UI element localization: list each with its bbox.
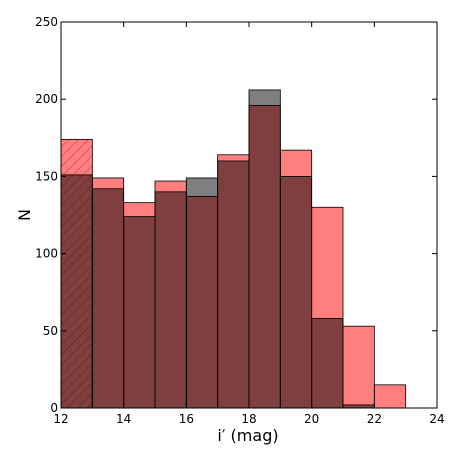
y-tick-label: 100 [35, 247, 58, 261]
histogram-bar-series-2-bin-19 [279, 175, 313, 409]
x-tick-label: 16 [179, 412, 194, 426]
bars-layer [60, 89, 407, 409]
histogram-bar-series-2-bin-17 [217, 160, 250, 409]
y-tick-label: 200 [35, 92, 58, 106]
histogram-bar-series-1-bin-21 [342, 325, 375, 409]
histogram-bar-series-2-bin-20 [311, 318, 344, 409]
x-tick-label: 24 [429, 412, 444, 426]
y-tick-label: 250 [35, 15, 58, 29]
histogram-bar-series-1-bin-22 [373, 384, 407, 409]
x-tick-label: 20 [304, 412, 319, 426]
histogram-bar-series-2-bin-18 [248, 89, 281, 409]
x-tick-label: 12 [53, 412, 68, 426]
y-tick-label: 50 [43, 324, 58, 338]
axes-layer: 12 14 16 18 20 22 24 0 50 100 150 200 250 [35, 15, 445, 426]
y-tick-label: 0 [50, 401, 58, 415]
x-axis-label: i′ (mag) [217, 426, 278, 445]
y-axis-label: N [15, 209, 34, 221]
x-tick-label: 18 [241, 412, 256, 426]
histogram-bar-series-2-bin-16 [185, 177, 219, 409]
histogram-bar-series-2-bin-12 [60, 174, 93, 409]
histogram-bar-series-2-bin-14 [123, 216, 156, 409]
x-tick-label: 22 [367, 412, 382, 426]
x-tick-label: 14 [116, 412, 131, 426]
y-tick-label: 150 [35, 169, 58, 183]
histogram-bar-series-2-bin-13 [91, 188, 125, 409]
histogram-bar-series-2-bin-15 [154, 191, 187, 409]
